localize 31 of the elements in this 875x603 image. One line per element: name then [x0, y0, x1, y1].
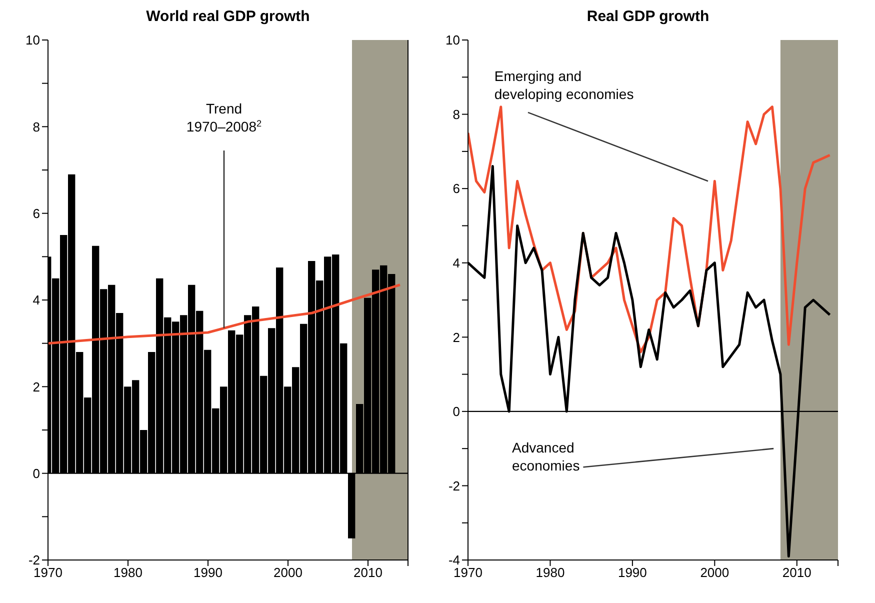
y-tick-label: -2 [28, 552, 40, 568]
y-tick-label: 10 [26, 32, 40, 48]
y-tick-label: 4 [452, 255, 460, 270]
y-tick-label: 6 [452, 181, 460, 196]
x-tick-label: 2010 [354, 565, 382, 580]
y-tick-label: 4 [32, 292, 40, 308]
line-series [48, 284, 402, 345]
x-tick-label: 1970 [454, 565, 482, 580]
y-tick-label: 10 [446, 32, 460, 48]
annotation: Trend 1970–2008$^{2}$ [186, 100, 262, 135]
annotation: Advanced economies [512, 439, 580, 474]
x-tick-label: 1970 [34, 565, 62, 580]
y-tick-label: 2 [32, 379, 40, 394]
x-tick-label: 1990 [194, 565, 222, 580]
y-tick-label: 6 [32, 206, 40, 221]
y-tick-label: 8 [452, 106, 460, 122]
y-tick-label: 2 [452, 330, 460, 345]
y-tick-label: 0 [32, 466, 40, 481]
chart-title: Real GDP growth [586, 8, 710, 27]
x-tick-label: 2010 [782, 565, 812, 580]
x-tick-label: 1990 [618, 565, 647, 580]
x-tick-label: 2000 [274, 565, 302, 580]
annotation: Emerging and developing economies [494, 68, 634, 102]
y-tick-label: 8 [32, 119, 40, 134]
chart-title: World real GDP growth [145, 8, 311, 27]
y-tick-label: -2 [448, 478, 460, 494]
y-tick-label: -4 [448, 552, 460, 568]
y-tick-label: 0 [452, 404, 460, 420]
x-tick-label: 2000 [700, 565, 730, 580]
x-tick-label: 1980 [114, 565, 142, 580]
x-tick-label: 1980 [536, 565, 565, 580]
